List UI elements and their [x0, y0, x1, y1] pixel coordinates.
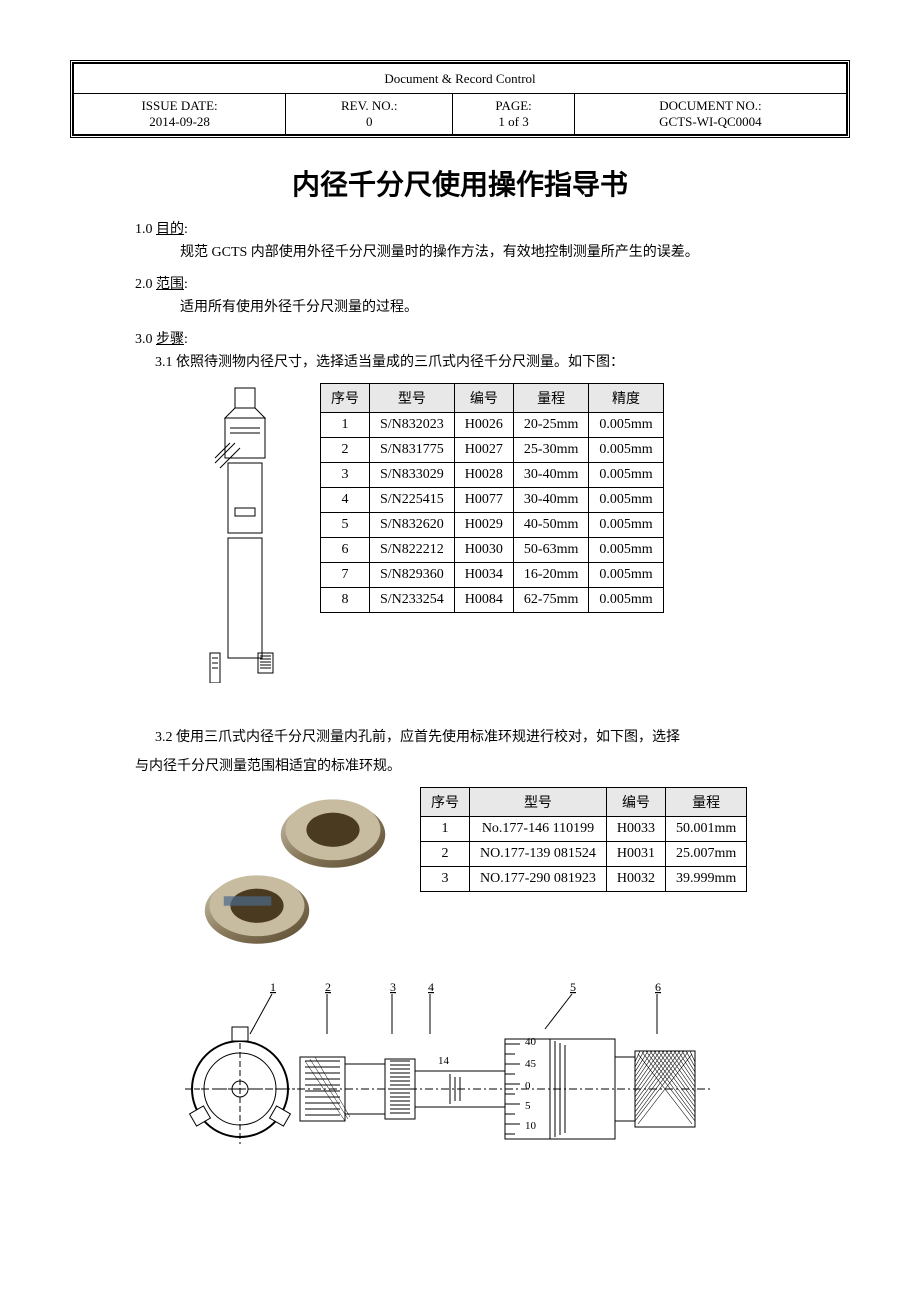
svg-text:6: 6: [655, 980, 661, 994]
table-row: 3S/N833029H002830-40mm0.005mm: [321, 463, 664, 488]
micrometer-table-row: 序号型号编号量程精度 1S/N832023H002620-25mm0.005mm…: [70, 383, 850, 683]
step-3-1: 3.1 依照待测物内径尺寸，选择适当量成的三爪式内径千分尺测量。如下图：: [155, 352, 785, 373]
table-row: 1S/N832023H002620-25mm0.005mm: [321, 413, 664, 438]
table-header: 型号: [370, 384, 455, 413]
step-3-2-line2: 与内径千分尺测量范围相适宜的标准环规。: [135, 756, 785, 777]
svg-text:40: 40: [525, 1036, 537, 1048]
section-2-heading: 2.0 范围:: [135, 273, 850, 293]
micrometer-spec-table: 序号型号编号量程精度 1S/N832023H002620-25mm0.005mm…: [320, 383, 664, 613]
svg-text:5: 5: [525, 1100, 531, 1112]
ring-gauge-illustration: [200, 787, 390, 949]
table-header: 精度: [589, 384, 663, 413]
doc-control-title: Document & Record Control: [74, 64, 847, 94]
table-header: 编号: [606, 788, 665, 817]
svg-text:10: 10: [525, 1120, 537, 1132]
section-3-heading: 3.0 步骤:: [135, 328, 850, 348]
svg-text:45: 45: [525, 1058, 537, 1070]
micrometer-diagram: 1 2 3 4 5 6 14: [180, 979, 740, 1174]
table-header: 编号: [454, 384, 513, 413]
ring-gauge-table: 序号型号编号量程 1No.177-146 110199H003350.001mm…: [420, 787, 747, 892]
table-row: 8S/N233254H008462-75mm0.005mm: [321, 588, 664, 613]
svg-text:1: 1: [270, 980, 276, 994]
svg-text:3: 3: [390, 980, 396, 994]
table-row: 1No.177-146 110199H003350.001mm: [421, 817, 747, 842]
table-row: 4S/N225415H007730-40mm0.005mm: [321, 488, 664, 513]
svg-text:14: 14: [438, 1055, 450, 1067]
table-row: 3NO.177-290 081923H003239.999mm: [421, 867, 747, 892]
section-1-body: 规范 GCTS 内部使用外径千分尺测量时的操作方法，有效地控制测量所产生的误差。: [180, 242, 850, 263]
ring-gauge-row: 序号型号编号量程 1No.177-146 110199H003350.001mm…: [70, 787, 850, 949]
issue-date-cell: ISSUE DATE: 2014-09-28: [74, 94, 286, 135]
doc-no-cell: DOCUMENT NO.: GCTS-WI-QC0004: [574, 94, 846, 135]
table-header: 量程: [666, 788, 747, 817]
table-header: 序号: [321, 384, 370, 413]
page-cell: PAGE: 1 of 3: [453, 94, 574, 135]
svg-text:4: 4: [428, 980, 434, 994]
section-1-heading: 1.0 目的:: [135, 218, 850, 238]
document-control-header: Document & Record Control ISSUE DATE: 20…: [70, 60, 850, 138]
table-row: 7S/N829360H003416-20mm0.005mm: [321, 563, 664, 588]
table-row: 2NO.177-139 081524H003125.007mm: [421, 842, 747, 867]
svg-text:2: 2: [325, 980, 331, 994]
micrometer-illustration: [200, 383, 290, 683]
table-header: 型号: [470, 788, 607, 817]
svg-text:5: 5: [570, 980, 576, 994]
table-header: 量程: [513, 384, 588, 413]
table-row: 2S/N831775H002725-30mm0.005mm: [321, 438, 664, 463]
section-2-body: 适用所有使用外径千分尺测量的过程。: [180, 297, 850, 318]
table-row: 6S/N822212H003050-63mm0.005mm: [321, 538, 664, 563]
step-3-2-line1: 3.2 使用三爪式内径千分尺测量内孔前，应首先使用标准环规进行校对，如下图，选择: [155, 727, 785, 748]
document-title: 内径千分尺使用操作指导书: [70, 163, 850, 203]
table-header: 序号: [421, 788, 470, 817]
rev-no-cell: REV. NO.: 0: [286, 94, 453, 135]
svg-text:0: 0: [525, 1080, 531, 1092]
table-row: 5S/N832620H002940-50mm0.005mm: [321, 513, 664, 538]
